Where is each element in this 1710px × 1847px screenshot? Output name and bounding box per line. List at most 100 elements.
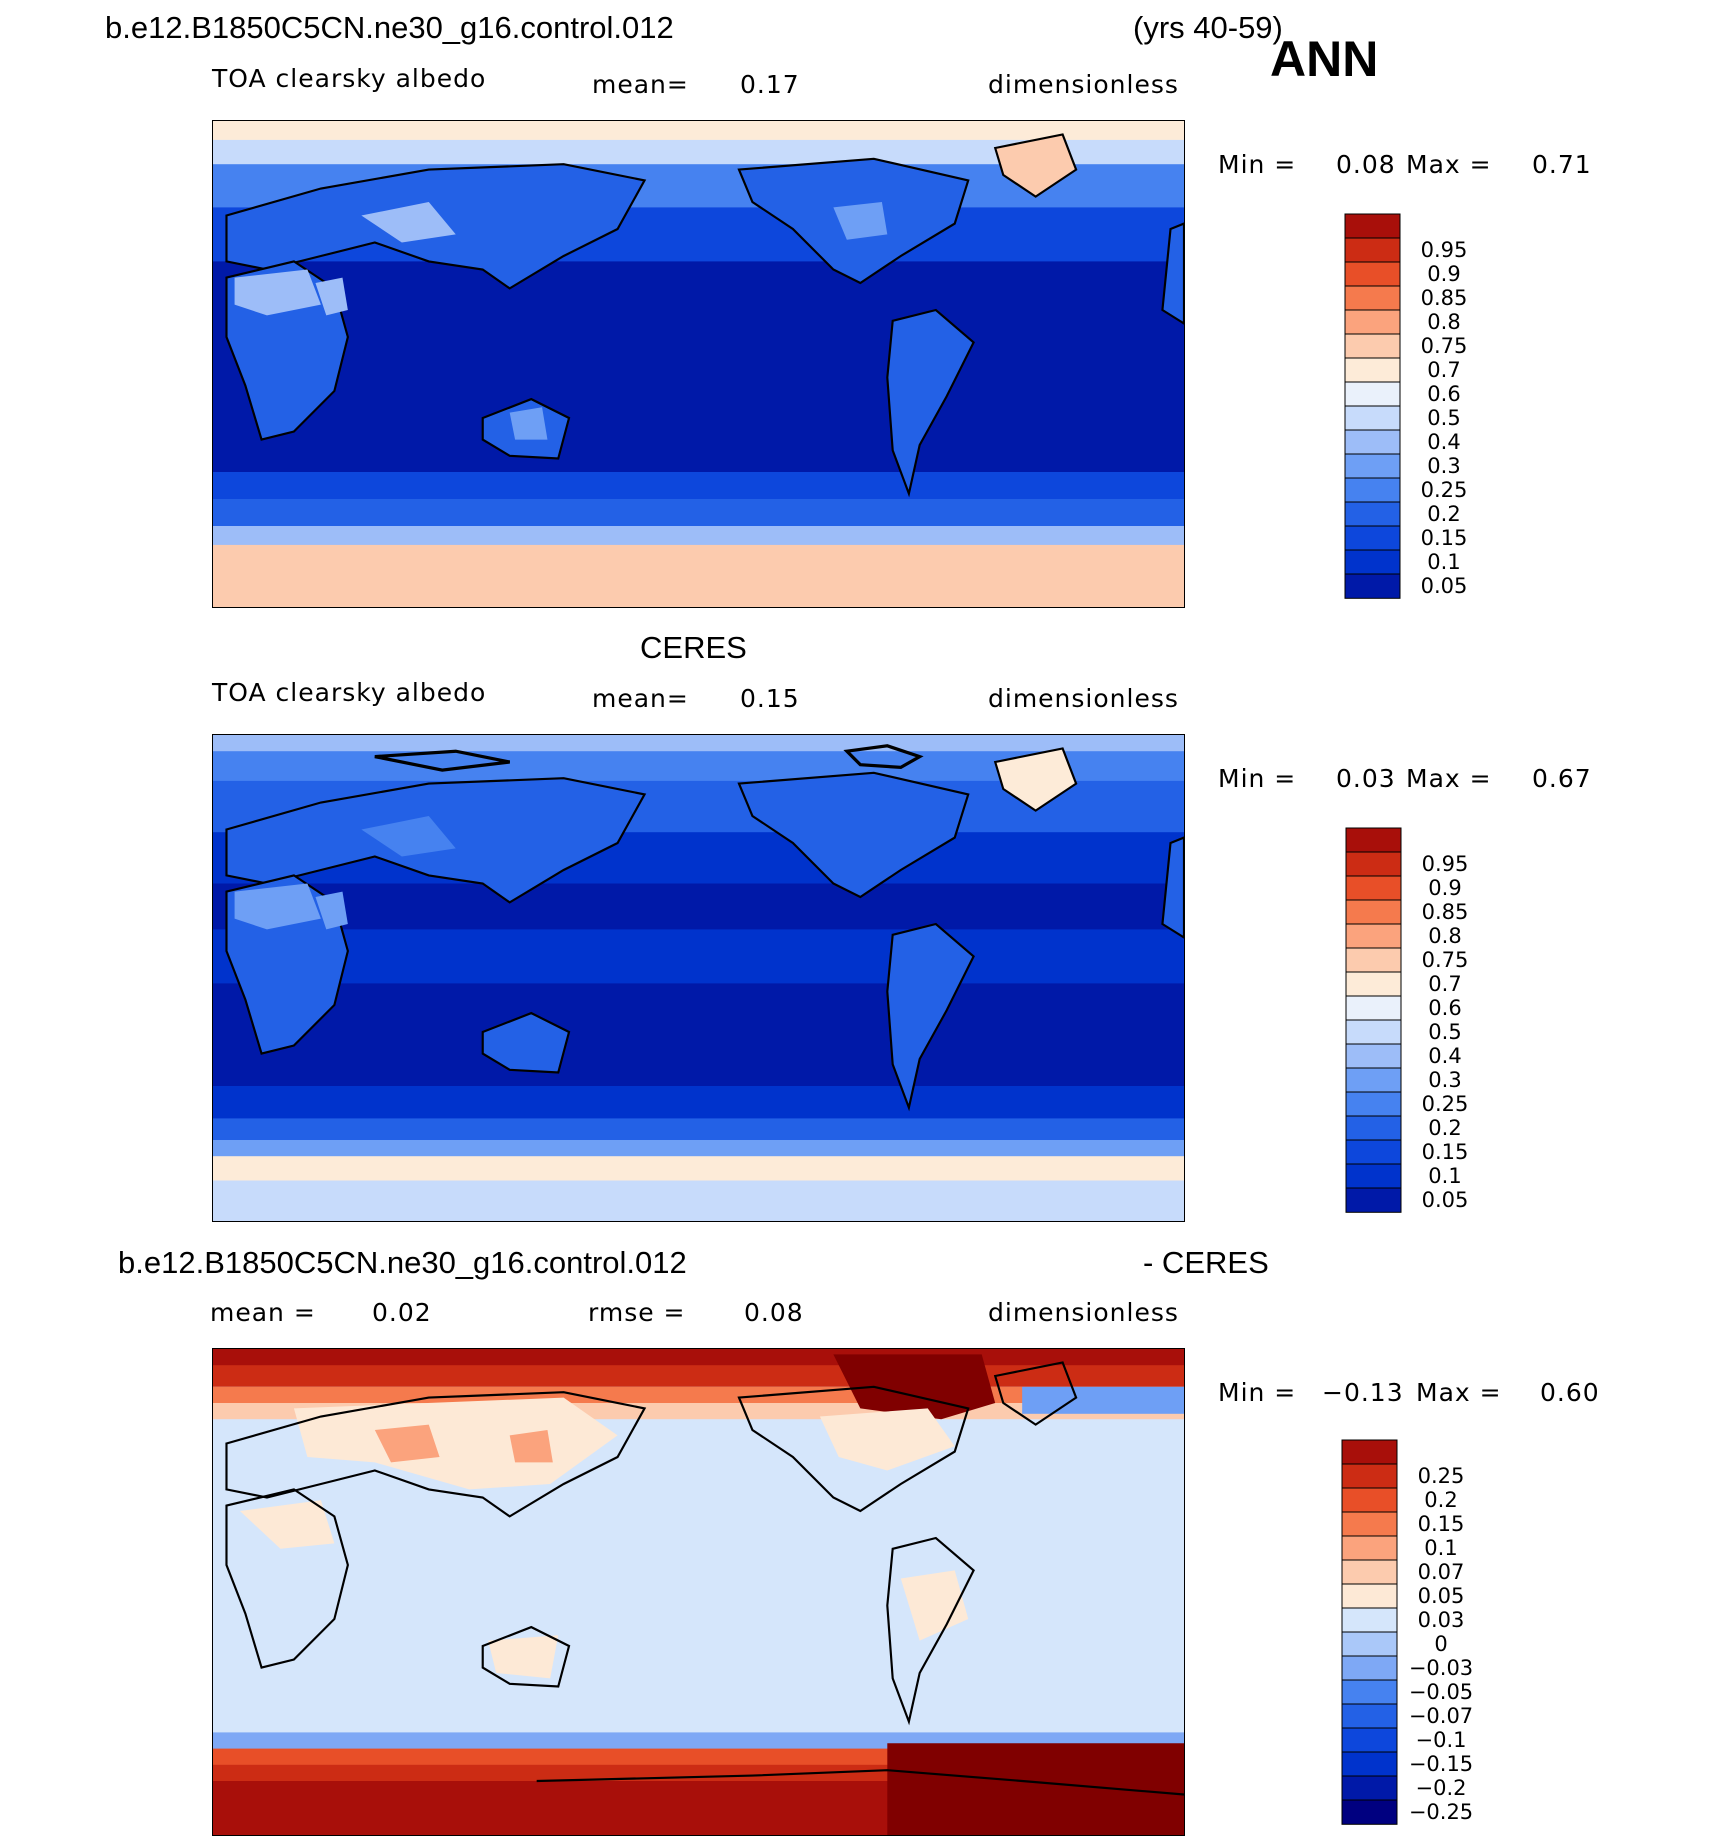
cbar1-swatch [1344,357,1401,383]
obs-title: CERES [640,630,747,665]
cbar3-swatch [1341,1511,1398,1537]
cbar2-tick-label: 0.15 [1422,1140,1469,1164]
cbar2-tick-label: 0.05 [1422,1188,1469,1212]
cbar1-tick-label: 0.7 [1427,358,1460,382]
panel1-max-label: Max = [1406,150,1492,179]
cbar3-swatch [1341,1655,1398,1681]
cbar2-tick-label: 0.95 [1422,852,1469,876]
cbar3-tick-label: 0.07 [1418,1560,1465,1584]
ceres-albedo-map [212,734,1185,1222]
cbar3-swatch [1341,1775,1398,1801]
cbar3-tick-label: −0.05 [1409,1680,1473,1704]
cbar3-tick-label: 0.15 [1418,1512,1465,1536]
cbar2-tick-label: 0.85 [1422,900,1469,924]
cbar1-tick-label: 0.95 [1421,238,1468,262]
cbar2-swatch [1345,827,1402,853]
cbar2-tick-label: 0.6 [1428,996,1461,1020]
cbar3-tick-label: 0 [1434,1632,1447,1656]
cbar2-swatch [1345,899,1402,925]
cbar1-tick-label: 0.1 [1427,550,1460,574]
cbar3-tick-label: 0.1 [1424,1536,1457,1560]
diff-suffix: - CERES [1143,1245,1269,1280]
panel3-min-value: −0.13 [1322,1378,1404,1407]
cbar3-tick-label: 0.05 [1418,1584,1465,1608]
cbar1-swatch [1344,573,1401,599]
positive-bias-land [239,1397,969,1679]
cbar1-tick-label: 0.05 [1421,574,1468,598]
cbar2-tick-label: 0.4 [1428,1044,1461,1068]
cbar1-swatch [1344,309,1401,335]
season-label: ANN [1270,31,1379,87]
panel3-rmse-value: 0.08 [744,1298,804,1327]
cbar2-swatch [1345,1067,1402,1093]
diff-case-title: b.e12.B1850C5CN.ne30_g16.control.012 [118,1245,687,1280]
panel1-min-value: 0.08 [1336,150,1396,179]
model-albedo-map [212,120,1185,608]
cbar2-tick-label: 0.2 [1428,1116,1461,1140]
cbar3-swatch [1341,1751,1398,1777]
cbar2-swatch [1345,1139,1402,1165]
cbar3-swatch [1341,1727,1398,1753]
cbar2-swatch [1345,1115,1402,1141]
panel3-units: dimensionless [988,1298,1179,1327]
strong-positive-spots [374,1424,553,1463]
panel1-mean-value: 0.17 [740,70,800,99]
cbar3-swatch [1341,1679,1398,1705]
cbar1-swatch [1344,213,1401,239]
cbar2-tick-label: 0.5 [1428,1020,1461,1044]
panel1-variable: TOA clearsky albedo [212,64,487,93]
cbar1-swatch [1344,525,1401,551]
cbar3-swatch [1341,1439,1398,1465]
desert-regions [234,202,888,440]
cbar1-tick-label: 0.85 [1421,286,1468,310]
tropical-band [213,256,1184,472]
panel2-min-label: Min = [1218,764,1297,793]
desert-regions [234,816,456,930]
cbar2-swatch [1345,1043,1402,1069]
panel2-max-label: Max = [1406,764,1492,793]
cbar2-tick-label: 0.1 [1428,1164,1461,1188]
panel1-max-value: 0.71 [1532,150,1592,179]
cbar3-tick-label: −0.07 [1409,1704,1473,1728]
cbar1-tick-label: 0.75 [1421,334,1468,358]
cbar1-swatch [1344,285,1401,311]
cbar3-swatch [1341,1559,1398,1585]
cbar1-swatch [1344,477,1401,503]
cbar2-swatch [1345,923,1402,949]
cbar3-swatch [1341,1463,1398,1489]
panel3-max-value: 0.60 [1540,1378,1600,1407]
cbar3-tick-label: −0.15 [1409,1752,1473,1776]
cbar2-tick-label: 0.3 [1428,1068,1461,1092]
panel1-min-label: Min = [1218,150,1297,179]
cbar3-swatch [1341,1631,1398,1657]
cbar3-swatch [1341,1487,1398,1513]
cbar2-swatch [1345,947,1402,973]
panel2-variable: TOA clearsky albedo [212,678,487,707]
difference-map [212,1348,1185,1836]
cbar3-swatch [1341,1703,1398,1729]
cbar2-tick-label: 0.7 [1428,972,1461,996]
cbar3-swatch [1341,1583,1398,1609]
cbar2-tick-label: 0.75 [1422,948,1469,972]
panel2-units: dimensionless [988,684,1179,713]
cbar3-tick-label: −0.1 [1416,1728,1467,1752]
cbar1-tick-label: 0.6 [1427,382,1460,406]
panel3-mean-label: mean = [210,1298,316,1327]
cbar2-swatch [1345,1091,1402,1117]
coastlines [225,1361,1184,1796]
cbar2-tick-label: 0.9 [1428,876,1461,900]
panel2-mean-value: 0.15 [740,684,800,713]
cbar2-swatch [1345,875,1402,901]
panel3-mean-value: 0.02 [372,1298,432,1327]
cbar2-swatch [1345,971,1402,997]
cbar2-tick-label: 0.8 [1428,924,1461,948]
panel2-colorbar: 0.95 0.9 0.85 0.8 0.75 0.7 0.6 0.5 0.4 0.3 0.25 0.2… [1345,827,1496,1213]
case-title: b.e12.B1850C5CN.ne30_g16.control.012 [105,10,674,45]
cbar3-tick-label: −0.03 [1409,1656,1473,1680]
cbar2-swatch [1345,995,1402,1021]
cbar1-swatch [1344,549,1401,575]
cbar3-tick-label: 0.2 [1424,1488,1457,1512]
cbar1-tick-label: 0.9 [1427,262,1460,286]
cbar2-swatch [1345,851,1402,877]
cbar1-tick-label: 0.5 [1427,406,1460,430]
